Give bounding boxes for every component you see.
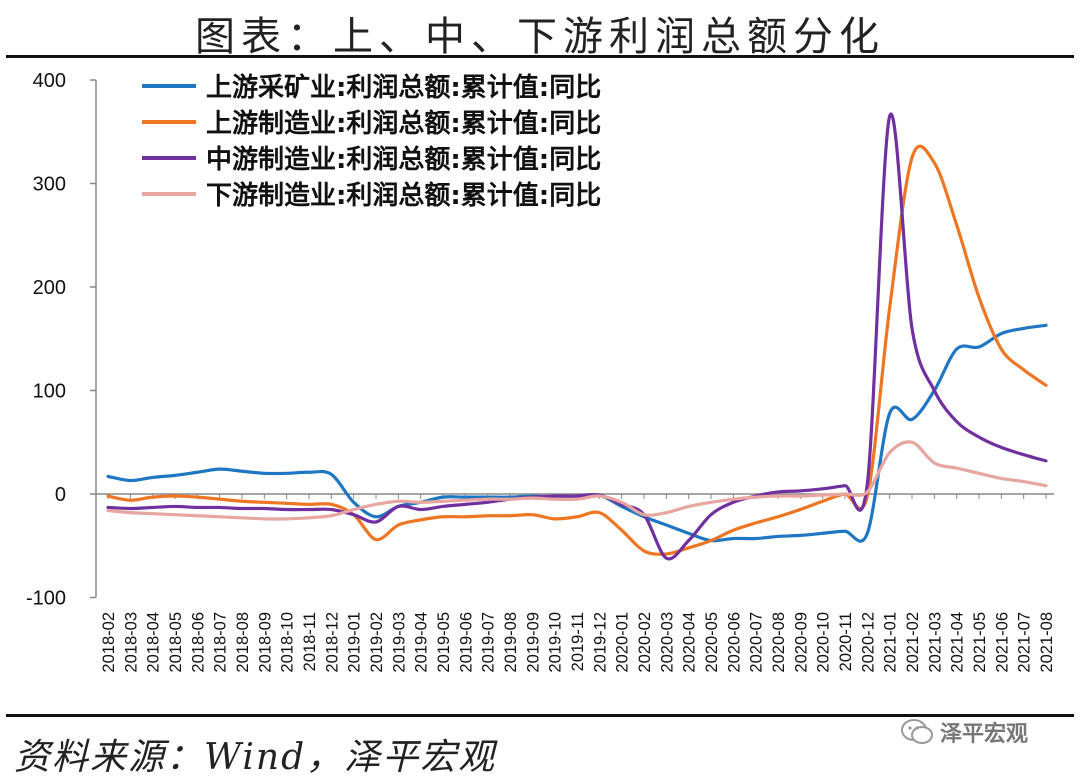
x-tick-label: 2021-08	[1038, 612, 1056, 673]
y-tick-label: -100	[26, 588, 66, 610]
x-tick-label: 2019-04	[413, 612, 431, 673]
x-tick-label: 2020-05	[703, 612, 721, 673]
x-tick-label: 2018-02	[100, 612, 118, 673]
x-tick-label: 2021-01	[882, 612, 900, 673]
x-tick-label: 2020-06	[725, 612, 743, 673]
legend-label-4: 下游制造业:利润总额:累计值:同比	[206, 180, 601, 211]
y-tick-label: 0	[55, 484, 66, 506]
x-tick-label: 2018-04	[145, 612, 163, 673]
x-tick-label: 2018-09	[256, 612, 274, 673]
x-tick-label: 2018-12	[323, 612, 341, 673]
x-tick-label: 2018-11	[301, 612, 319, 671]
x-tick-label: 2020-01	[614, 612, 632, 673]
x-tick-label: 2019-01	[346, 612, 364, 673]
series-layer	[106, 112, 1048, 561]
legend: 上游采矿业:利润总额:累计值:同比上游制造业:利润总额:累计值:同比中游制造业:…	[142, 72, 601, 211]
x-tick-label: 2019-08	[502, 612, 520, 673]
source-note: 资料来源：Wind，泽平宏观	[14, 737, 497, 778]
x-tick-label: 2019-11	[569, 612, 587, 671]
x-tick-label: 2018-07	[212, 612, 230, 673]
series-line-2	[106, 144, 1048, 556]
y-tick-label: 400	[33, 70, 66, 92]
x-tick-label: 2019-07	[480, 612, 498, 673]
x-tick-label: 2020-07	[748, 612, 766, 673]
x-tick-label: 2021-03	[926, 612, 944, 673]
legend-label-1: 上游采矿业:利润总额:累计值:同比	[206, 72, 601, 103]
x-tick-label: 2018-08	[234, 612, 252, 673]
watermark: 泽平宏观	[900, 712, 1028, 752]
x-tick-label: 2021-04	[949, 612, 967, 673]
x-tick-label: 2019-09	[524, 612, 542, 673]
chat-bubble-icon	[901, 719, 933, 744]
x-tick-label: 2018-05	[167, 612, 185, 673]
legend-label-2: 上游制造业:利润总额:累计值:同比	[206, 108, 601, 139]
x-tick-label: 2018-03	[122, 612, 140, 673]
x-tick-label: 2020-11	[837, 612, 855, 671]
x-tick-label: 2021-06	[993, 612, 1011, 673]
chart-title: 图表：上、中、下游利润总额分化	[195, 14, 885, 60]
x-tick-label: 2020-10	[815, 612, 833, 673]
bottom-rule	[6, 714, 1074, 717]
x-tick-label: 2018-10	[279, 612, 297, 673]
y-tick-label: 100	[33, 381, 66, 403]
x-tick-label: 2020-02	[636, 612, 654, 673]
x-tick-label: 2020-09	[792, 612, 810, 673]
x-tick-label: 2020-04	[681, 612, 699, 673]
x-tick-label: 2019-10	[547, 612, 565, 673]
x-tick-label: 2019-03	[390, 612, 408, 673]
series-line-4	[106, 440, 1048, 521]
top-rule	[6, 55, 1074, 58]
x-tick-label: 2019-02	[368, 612, 386, 673]
watermark-text: 泽平宏观	[940, 722, 1029, 747]
x-tick-label: 2020-03	[658, 612, 676, 673]
x-tick-label: 2020-08	[770, 612, 788, 673]
y-tick-label: 200	[33, 277, 66, 299]
x-tick-label: 2019-12	[591, 612, 609, 673]
y-tick-label: 300	[33, 174, 66, 196]
x-tick-label: 2021-05	[971, 612, 989, 673]
x-tick-label: 2020-12	[859, 612, 877, 673]
x-tick-label: 2021-07	[1016, 612, 1034, 673]
x-tick-label: 2019-05	[435, 612, 453, 673]
x-tick-label: 2018-06	[189, 612, 207, 673]
x-tick-label: 2021-02	[904, 612, 922, 673]
x-tick-label: 2019-06	[457, 612, 475, 673]
legend-label-3: 中游制造业:利润总额:累计值:同比	[206, 144, 601, 175]
